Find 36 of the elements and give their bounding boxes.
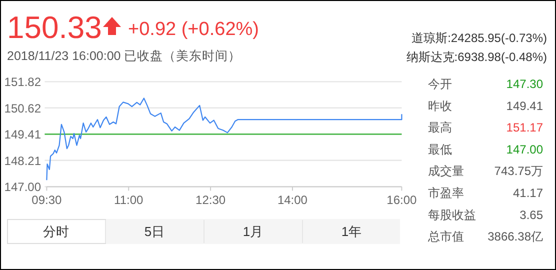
text: 分时 — [43, 224, 69, 239]
y-tick-label: 150.62 — [4, 101, 42, 116]
text: +0.92 (+0.62%) — [128, 19, 259, 40]
chart-subtitle: 2018/11/23 16:00:00 已收盘（美东时间） — [7, 48, 242, 63]
text: 1年 — [341, 224, 362, 239]
text: 3.65 — [520, 208, 543, 222]
category-label: 最高 — [428, 120, 452, 135]
category-label: 市盈率 — [428, 186, 464, 200]
text: 1月 — [242, 224, 264, 239]
text: 道琼斯:24285.95(-0.73%) — [412, 31, 547, 45]
category-label: 成交量 — [428, 164, 464, 178]
text: 149.41 — [506, 98, 543, 113]
x-tick-label: 12:30 — [196, 193, 226, 207]
text: 3866.38亿 — [488, 230, 543, 244]
text: 147.30 — [506, 77, 543, 91]
text: 151.17 — [506, 120, 543, 135]
line-series — [46, 98, 402, 181]
y-tick-label: 149.41 — [4, 128, 42, 142]
text: 147.00 — [506, 142, 543, 156]
x-tick-label: 09:30 — [32, 193, 62, 207]
y-tick-label: 151.82 — [4, 75, 42, 90]
y-tick-label: 147.00 — [4, 180, 42, 194]
category-label: 最低 — [428, 142, 452, 156]
y-tick-label: 148.21 — [4, 154, 42, 168]
chart-title: 150.33 — [7, 10, 102, 45]
x-tick-label: 14:00 — [277, 193, 308, 207]
text: 5日 — [144, 224, 165, 239]
text: 743.75万 — [494, 164, 543, 178]
category-label: 今开 — [428, 77, 452, 91]
x-tick-label: 11:00 — [114, 193, 144, 207]
category-label: 昨收 — [428, 98, 452, 113]
text: 41.17 — [512, 186, 543, 200]
category-label: 总市值 — [427, 230, 464, 244]
x-tick-label: 16:00 — [386, 193, 418, 207]
text: 纳斯达克:6938.98(-0.48%) — [406, 50, 547, 64]
category-label: 每股收益 — [428, 208, 476, 222]
